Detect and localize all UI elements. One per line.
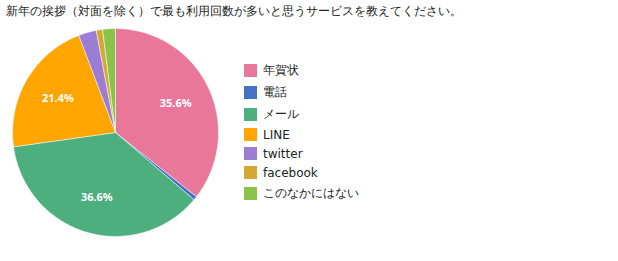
html-text:LINE: LINE <box>263 127 290 142</box>
html-text:twitter: twitter <box>263 146 303 161</box>
html-text:電話: 電話 <box>263 84 287 99</box>
svg-text:36.6%: 36.6% <box>81 188 113 203</box>
html-text:facebook: facebook <box>263 165 318 180</box>
html-text:このなかにはない: このなかにはない <box>263 185 359 200</box>
html-text:新年の挨拶（対面を除く）で最も利用回数が多いと思うサービスを: 新年の挨拶（対面を除く）で最も利用回数が多いと思うサービスを教えてください。 <box>6 4 462 18</box>
html-text:年賀状: 年賀状 <box>263 62 299 77</box>
svg-text:21.4%: 21.4% <box>42 89 74 104</box>
html-text:メール: メール <box>263 106 299 121</box>
svg-text:35.6%: 35.6% <box>160 94 192 109</box>
